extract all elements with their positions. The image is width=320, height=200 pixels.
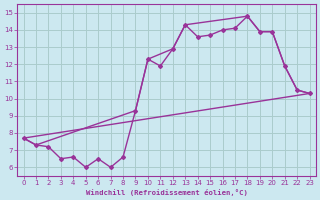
X-axis label: Windchill (Refroidissement éolien,°C): Windchill (Refroidissement éolien,°C) [86, 189, 248, 196]
